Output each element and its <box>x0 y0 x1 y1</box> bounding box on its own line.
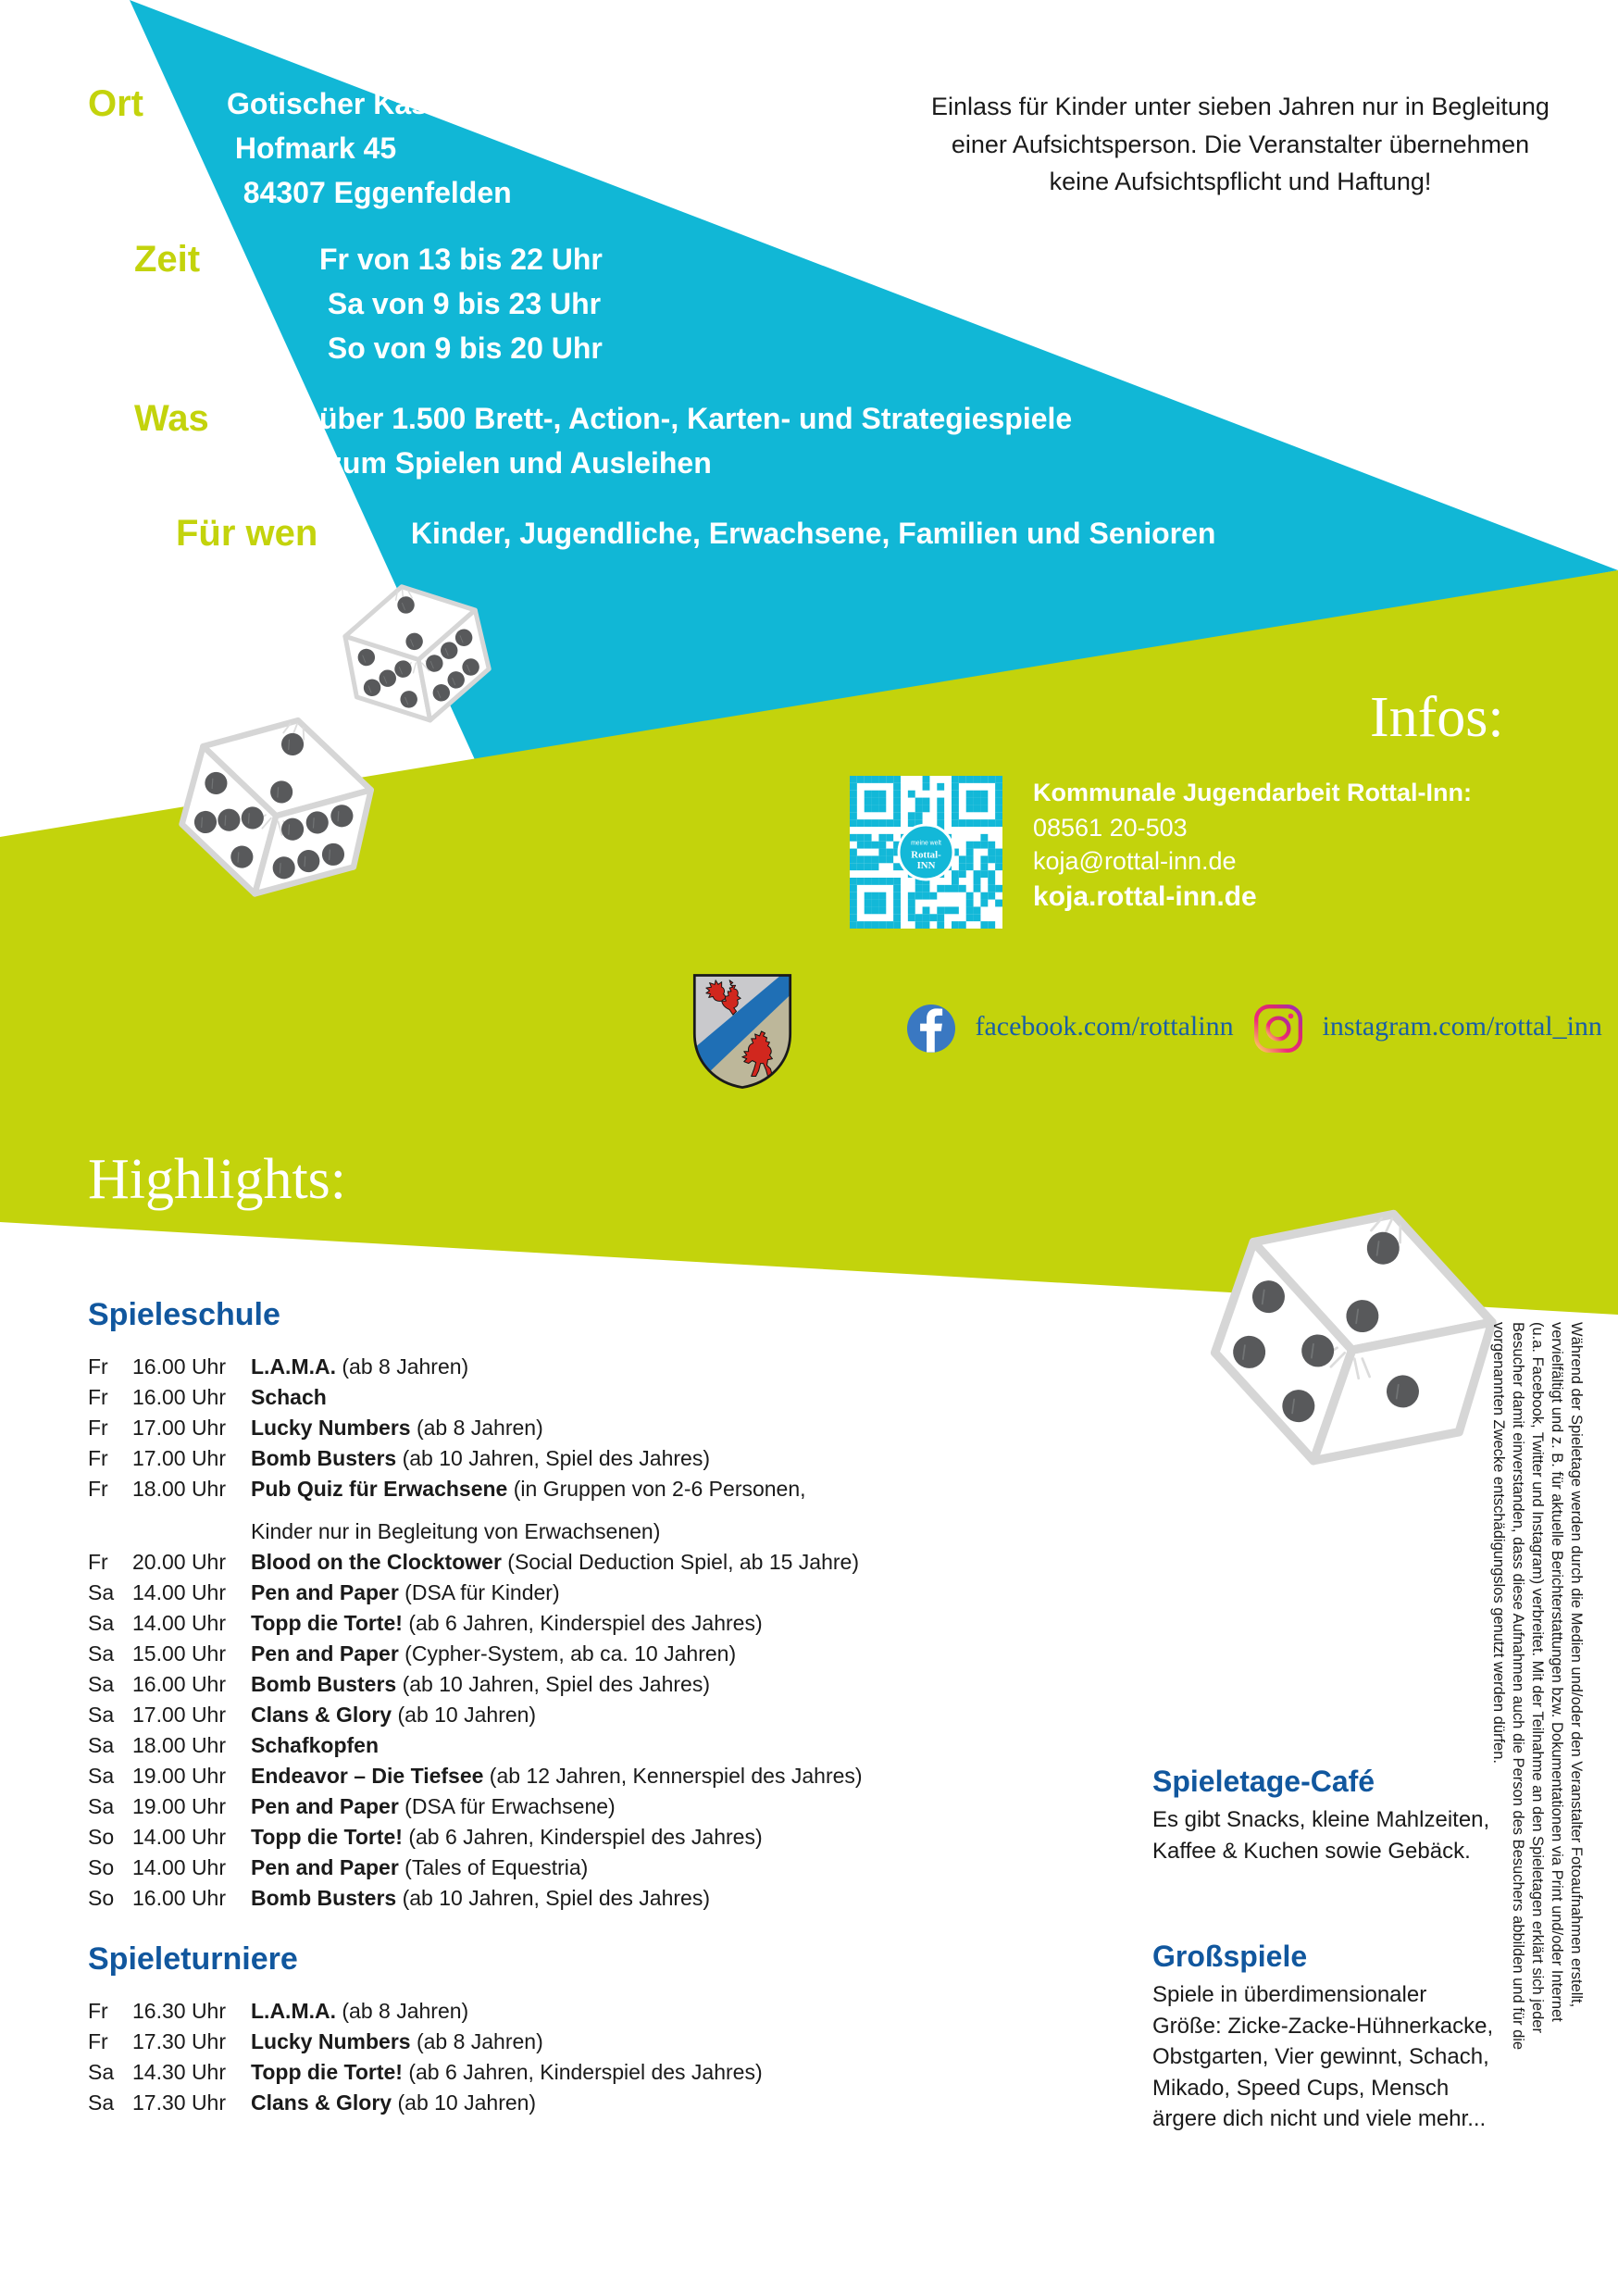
svg-text:Rottal-: Rottal- <box>911 849 941 860</box>
svg-text:meine welt: meine welt <box>911 841 941 847</box>
svg-text:INN: INN <box>917 860 936 871</box>
